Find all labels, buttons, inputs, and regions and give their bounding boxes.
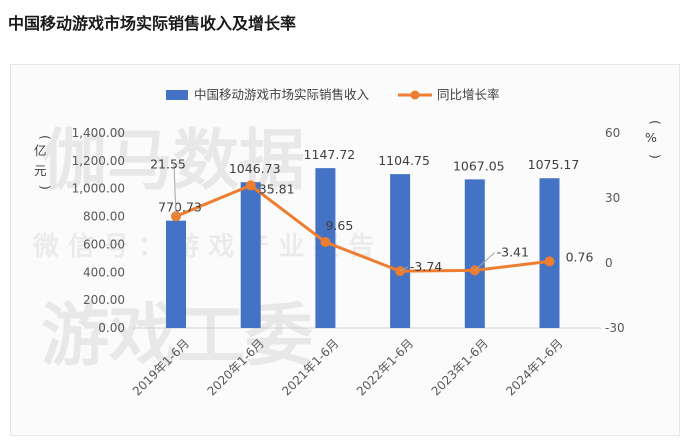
right-axis-paren-open: (: [648, 120, 663, 125]
bar-value-label: 770.73: [158, 200, 202, 215]
bar-value-label: 1067.05: [453, 158, 505, 173]
left-tick-label: 0.00: [98, 321, 125, 335]
x-tick-label: 2023年1-6月: [429, 336, 491, 398]
leader-line: [474, 252, 496, 271]
bar: [315, 168, 336, 328]
bar-value-label: 1046.73: [229, 161, 281, 176]
growth-line: [175, 183, 550, 273]
left-tick-label: 200.00: [83, 293, 125, 307]
left-tick-label: 1,200.00: [72, 154, 125, 168]
leader-line: [173, 164, 177, 217]
left-tick-label: 600.00: [83, 237, 125, 251]
chart-frame: 伽马数据微 信 号 ： 游 戏 产 业 报 告游戏工委 0.00 200.00 40…: [10, 64, 680, 436]
left-axis-paren-close: ): [38, 185, 53, 190]
left-tick-label: 1,000.00: [72, 182, 125, 196]
legend-line-label: 同比增长率: [437, 87, 500, 102]
bar: [464, 179, 485, 328]
left-axis-unit-1: 亿: [34, 143, 47, 158]
left-axis-label: ( 亿元): [34, 135, 53, 190]
right-tick-label: -30: [605, 321, 625, 335]
right-tick-label: 60: [605, 126, 620, 140]
right-axis-paren-close: ): [648, 154, 663, 159]
legend-bar-label: 中国移动游戏市场实际销售收入: [194, 87, 370, 102]
growth-point: [245, 180, 256, 191]
watermark-big-1: 伽马数据: [41, 122, 305, 199]
left-tick-label: 400.00: [83, 265, 125, 279]
left-axis-paren-open: (: [38, 135, 53, 140]
bar-value-label: 1104.75: [378, 153, 430, 168]
growth-point: [544, 256, 555, 267]
growth-value-label: 35.81: [259, 181, 295, 196]
x-tick-label: 2022年1-6月: [354, 336, 416, 398]
right-tick-label: 0: [605, 256, 613, 270]
growth-value-label: -3.74: [410, 259, 442, 274]
left-tick-label: 800.00: [83, 210, 125, 224]
leader-line: [399, 266, 409, 272]
bar: [240, 182, 261, 328]
growth-value-label: 0.76: [566, 249, 594, 264]
left-tick-label: 1,400.00: [72, 126, 125, 140]
growth-value-label: -3.41: [497, 244, 529, 259]
bar: [166, 220, 186, 328]
right-axis-label: (%): [645, 120, 663, 159]
growth-value-label: 21.55: [150, 156, 186, 171]
page-title: 中国移动游戏市场实际销售收入及增长率: [8, 14, 297, 33]
x-tick-label: 2024年1-6月: [503, 336, 565, 398]
bar: [390, 174, 411, 328]
left-axis-unit-2: 元: [34, 163, 47, 178]
bar-value-label: 1147.72: [304, 147, 356, 162]
growth-point: [320, 237, 331, 248]
bar: [539, 178, 560, 328]
legend-bar-swatch: [166, 90, 188, 100]
legend-line-marker: [410, 90, 420, 100]
growth-value-label: 9.65: [325, 218, 353, 233]
right-axis-unit: %: [645, 130, 657, 145]
bar-value-label: 1075.17: [528, 157, 580, 172]
right-tick-label: 30: [605, 191, 620, 205]
